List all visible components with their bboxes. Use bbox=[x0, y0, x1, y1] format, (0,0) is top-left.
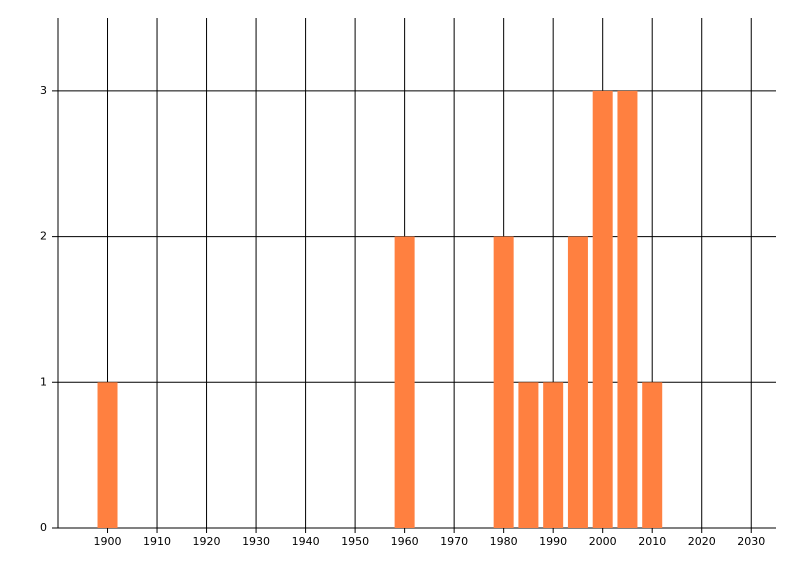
x-tick-label: 1950 bbox=[341, 535, 369, 548]
x-tick-label: 2030 bbox=[737, 535, 765, 548]
bar bbox=[617, 90, 638, 528]
x-tick-label: 1940 bbox=[292, 535, 320, 548]
x-tick-label: 1920 bbox=[193, 535, 221, 548]
x-tick-label: 2010 bbox=[638, 535, 666, 548]
y-tick-label: 2 bbox=[40, 230, 47, 243]
x-tick-label: 1960 bbox=[391, 535, 419, 548]
y-tick-label: 0 bbox=[40, 521, 47, 534]
x-tick-label: 1930 bbox=[242, 535, 270, 548]
bar bbox=[394, 236, 415, 529]
bar bbox=[543, 382, 564, 528]
bar bbox=[493, 236, 514, 529]
bar bbox=[97, 382, 118, 528]
x-tick-label: 2000 bbox=[589, 535, 617, 548]
x-tick-label: 2020 bbox=[688, 535, 716, 548]
x-tick-label: 1970 bbox=[440, 535, 468, 548]
x-tick-label: 1980 bbox=[490, 535, 518, 548]
x-tick-label: 1910 bbox=[143, 535, 171, 548]
bar bbox=[642, 382, 663, 528]
x-tick-label: 1900 bbox=[94, 535, 122, 548]
bar bbox=[518, 382, 539, 528]
x-tick-label: 1990 bbox=[539, 535, 567, 548]
bar bbox=[592, 90, 613, 528]
y-tick-label: 1 bbox=[40, 375, 47, 388]
y-tick-label: 3 bbox=[40, 84, 47, 97]
bar bbox=[567, 236, 588, 529]
